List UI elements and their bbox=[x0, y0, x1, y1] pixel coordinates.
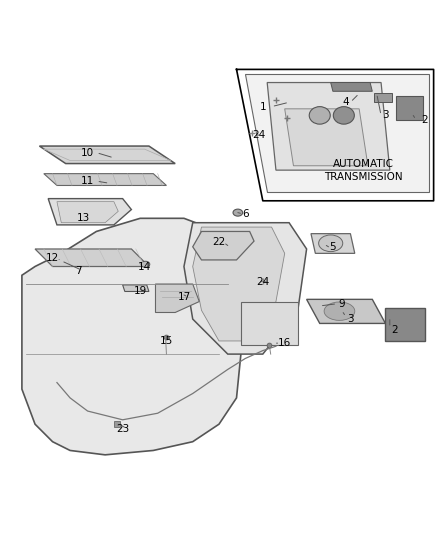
Text: 19: 19 bbox=[134, 286, 147, 296]
Polygon shape bbox=[44, 174, 166, 185]
Polygon shape bbox=[267, 83, 390, 170]
Ellipse shape bbox=[233, 209, 243, 216]
Polygon shape bbox=[57, 201, 118, 223]
Polygon shape bbox=[245, 74, 429, 192]
Text: 1: 1 bbox=[259, 102, 266, 111]
Text: 2: 2 bbox=[391, 325, 398, 335]
Text: AUTOMATIC
TRANSMISSION: AUTOMATIC TRANSMISSION bbox=[324, 158, 403, 182]
Ellipse shape bbox=[333, 107, 354, 124]
Ellipse shape bbox=[141, 261, 150, 268]
Text: 13: 13 bbox=[77, 213, 90, 223]
Text: 6: 6 bbox=[242, 209, 249, 219]
Polygon shape bbox=[48, 199, 131, 225]
Polygon shape bbox=[39, 146, 175, 164]
Text: 10: 10 bbox=[81, 148, 94, 158]
Text: 5: 5 bbox=[329, 242, 336, 252]
Polygon shape bbox=[385, 308, 425, 341]
Polygon shape bbox=[241, 302, 298, 345]
Text: 14: 14 bbox=[138, 262, 151, 271]
Ellipse shape bbox=[318, 235, 343, 252]
Text: 3: 3 bbox=[382, 110, 389, 120]
Text: 24: 24 bbox=[256, 277, 269, 287]
Polygon shape bbox=[331, 83, 372, 91]
Text: 4: 4 bbox=[343, 97, 350, 107]
Text: 12: 12 bbox=[46, 253, 59, 263]
Polygon shape bbox=[285, 109, 368, 166]
Polygon shape bbox=[22, 219, 241, 455]
Text: 3: 3 bbox=[347, 314, 354, 324]
Text: 17: 17 bbox=[177, 292, 191, 302]
Polygon shape bbox=[35, 249, 149, 266]
Text: 16: 16 bbox=[278, 338, 291, 348]
Polygon shape bbox=[307, 300, 385, 324]
Text: 7: 7 bbox=[75, 266, 82, 276]
Polygon shape bbox=[193, 231, 254, 260]
Polygon shape bbox=[311, 233, 355, 253]
Polygon shape bbox=[374, 93, 392, 102]
Polygon shape bbox=[193, 227, 285, 341]
Text: 11: 11 bbox=[81, 176, 94, 186]
Text: 9: 9 bbox=[338, 298, 345, 309]
Text: 15: 15 bbox=[160, 336, 173, 346]
Ellipse shape bbox=[309, 107, 330, 124]
Text: 22: 22 bbox=[212, 237, 226, 247]
Text: 2: 2 bbox=[421, 115, 428, 125]
Ellipse shape bbox=[324, 302, 355, 320]
Text: 24: 24 bbox=[252, 130, 265, 140]
Polygon shape bbox=[155, 284, 199, 312]
Polygon shape bbox=[184, 223, 307, 354]
Text: 23: 23 bbox=[116, 424, 129, 433]
Polygon shape bbox=[123, 285, 149, 292]
Polygon shape bbox=[396, 96, 423, 120]
